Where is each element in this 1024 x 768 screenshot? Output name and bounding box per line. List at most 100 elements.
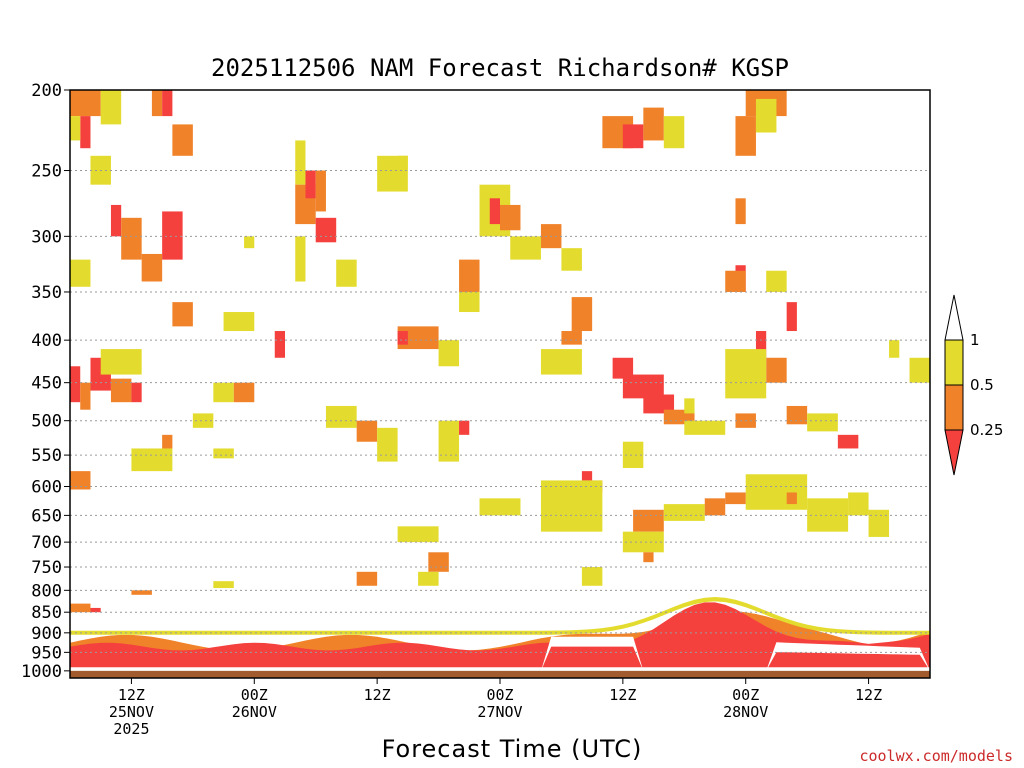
ri-cell	[131, 448, 173, 472]
ri-cell	[131, 590, 152, 595]
ri-cell	[684, 398, 695, 414]
ri-cell	[766, 357, 787, 383]
ri-cell	[213, 382, 234, 403]
ri-cell	[315, 217, 337, 243]
ri-cell	[459, 259, 480, 292]
ri-cell	[295, 140, 306, 185]
ground-layer	[70, 670, 930, 678]
ri-cell	[510, 236, 541, 260]
ri-cell	[315, 170, 326, 212]
ri-cell	[909, 357, 930, 383]
ri-cell	[110, 204, 122, 237]
legend-swatch-top	[944, 294, 964, 341]
ri-cell	[622, 374, 664, 399]
ri-cell	[807, 413, 838, 432]
plot-area	[69, 89, 931, 679]
ri-cell	[725, 349, 767, 399]
ri-cell	[244, 236, 255, 249]
y-tick-label: 250	[31, 162, 62, 182]
y-axis: 200 250 300 350 400 450 500 550 600 650 700 750 8008…	[21, 81, 70, 682]
ri-cell	[459, 291, 480, 313]
ri-cell	[622, 441, 644, 468]
y-tick-label: 800	[31, 581, 62, 601]
ri-cell	[397, 526, 439, 543]
x-tick-label: 28NOV	[723, 703, 768, 721]
ri-cell	[100, 349, 142, 375]
ri-cell	[837, 434, 859, 449]
ri-cell	[428, 552, 449, 572]
ri-cell	[704, 498, 726, 516]
pbl-yellow-edge	[70, 597, 930, 635]
ri-cell	[162, 90, 173, 117]
ri-cell	[397, 155, 408, 171]
ri-cell	[213, 448, 234, 459]
legend-swatch	[944, 384, 964, 431]
ri-cell	[581, 567, 603, 586]
ri-cell	[80, 116, 91, 149]
ri-cell	[305, 170, 316, 199]
ri-cell	[70, 366, 81, 403]
ri-cell	[643, 394, 675, 414]
ri-cell	[848, 492, 869, 516]
x-tick-label: 27NOV	[477, 703, 522, 721]
ri-cell	[479, 498, 521, 516]
ri-cell	[459, 420, 470, 435]
ri-cell	[418, 571, 439, 586]
y-tick-label: 600	[31, 477, 62, 497]
legend-swatch-bottom	[944, 429, 964, 476]
ri-cell	[500, 204, 521, 231]
ri-cell	[356, 571, 378, 586]
ri-cell	[336, 259, 357, 287]
ri-cell	[540, 349, 582, 375]
ri-cell	[489, 198, 500, 225]
ri-cell	[622, 531, 664, 553]
x-axis-title: Forecast Time (UTC)	[382, 735, 643, 763]
ri-cell	[121, 217, 142, 260]
x-tick-label: 00Z	[732, 686, 759, 704]
y-tick-label: 550	[31, 446, 62, 466]
y-tick-label: 400	[31, 331, 62, 351]
ri-cell	[735, 116, 756, 156]
y-tick-label: 350	[31, 283, 62, 303]
x-tick-label: 2025	[113, 720, 149, 738]
ri-cell	[70, 471, 91, 490]
ri-cell	[70, 259, 91, 287]
ri-cell	[325, 405, 357, 428]
x-tick-label: 00Z	[241, 686, 268, 704]
ri-cell	[889, 340, 900, 358]
ri-cell	[438, 340, 460, 367]
ri-cell	[622, 124, 644, 149]
ri-cell	[581, 471, 593, 481]
ri-cell	[786, 302, 797, 332]
ri-cell	[643, 552, 654, 563]
ri-cell	[295, 236, 306, 282]
ri-cell	[90, 607, 101, 613]
ri-cell	[213, 581, 234, 589]
ri-cell	[745, 474, 808, 510]
ri-cell	[663, 504, 705, 521]
ri-cell	[192, 413, 214, 428]
ri-cell	[571, 297, 593, 332]
credit-link[interactable]: coolwx.com/models	[859, 747, 1013, 765]
ri-cell	[110, 378, 132, 403]
ri-cell	[151, 90, 163, 117]
y-tick-label: 700	[31, 533, 62, 553]
ri-cell	[561, 248, 582, 271]
ri-cell	[162, 434, 173, 449]
ri-cell	[612, 357, 634, 379]
ri-cell	[684, 420, 726, 435]
x-tick-label: 25NOV	[109, 703, 154, 721]
x-tick-label: 12Z	[364, 686, 391, 704]
ri-cell	[725, 492, 746, 505]
ri-cell	[735, 198, 746, 225]
ri-cell	[356, 420, 378, 442]
ri-cell	[70, 90, 101, 117]
y-tick-label: 950	[31, 643, 62, 663]
ri-cell	[561, 331, 582, 345]
ri-cell	[868, 509, 890, 537]
ri-cell	[766, 270, 787, 292]
ri-cell	[70, 603, 91, 613]
ri-cell	[377, 427, 398, 462]
